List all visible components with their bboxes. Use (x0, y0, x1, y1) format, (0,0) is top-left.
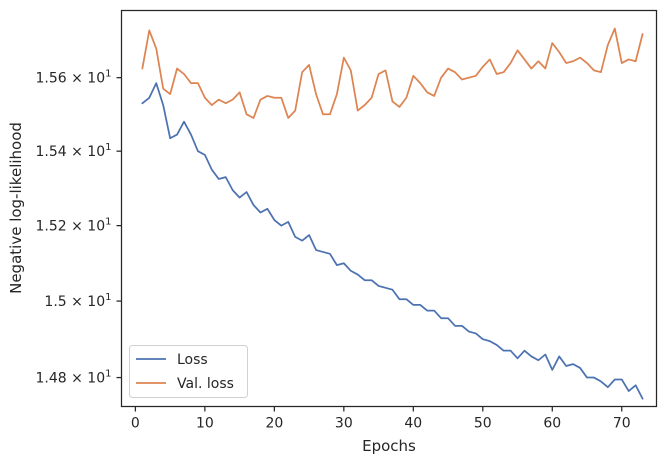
x-axis-label: Epochs (362, 437, 416, 455)
plot-frame (120, 9, 658, 408)
y-tick-mantissa: 1.52 × 10 (36, 219, 106, 235)
x-tick-label: 0 (131, 416, 140, 432)
y-tick-label: 1.52 × 101 (36, 217, 112, 235)
x-tick-label: 50 (474, 416, 492, 432)
legend: Loss Val. loss (129, 345, 248, 398)
y-tick-label: 1.56 × 101 (36, 69, 112, 87)
y-tick-exponent: 1 (105, 69, 111, 80)
y-tick-label: 1.5 × 101 (44, 292, 111, 310)
y-tick-mantissa: 1.56 × 10 (36, 71, 106, 87)
x-tick-label: 70 (613, 416, 631, 432)
y-tick-mantissa: 1.48 × 10 (36, 371, 106, 387)
y-tick-mantissa: 1.5 × 10 (44, 294, 105, 310)
y-tick-exponent: 1 (105, 142, 111, 153)
y-tick-label: 1.48 × 101 (36, 369, 112, 387)
plot-background (121, 10, 657, 407)
legend-label-val-loss: Val. loss (177, 376, 234, 392)
y-axis-label: Negative log-likelihood (7, 122, 25, 294)
series-line-loss (141, 82, 644, 400)
y-tick-exponent: 1 (105, 369, 111, 380)
x-tick-label: 20 (265, 416, 283, 432)
x-tick-label: 60 (543, 416, 561, 432)
x-tick-label: 10 (196, 416, 214, 432)
y-tick-exponent: 1 (105, 217, 111, 228)
y-tick-label: 1.54 × 101 (36, 142, 112, 160)
y-tick-mantissa: 1.54 × 10 (36, 144, 106, 160)
series-layer (141, 27, 644, 400)
legend-label-loss: Loss (177, 352, 208, 368)
x-axis: 0 10 20 30 40 50 60 70 (131, 406, 631, 432)
x-tick-label: 30 (335, 416, 353, 432)
x-tick-label: 40 (404, 416, 422, 432)
series-line-val-loss (141, 27, 644, 119)
y-tick-exponent: 1 (105, 292, 111, 303)
